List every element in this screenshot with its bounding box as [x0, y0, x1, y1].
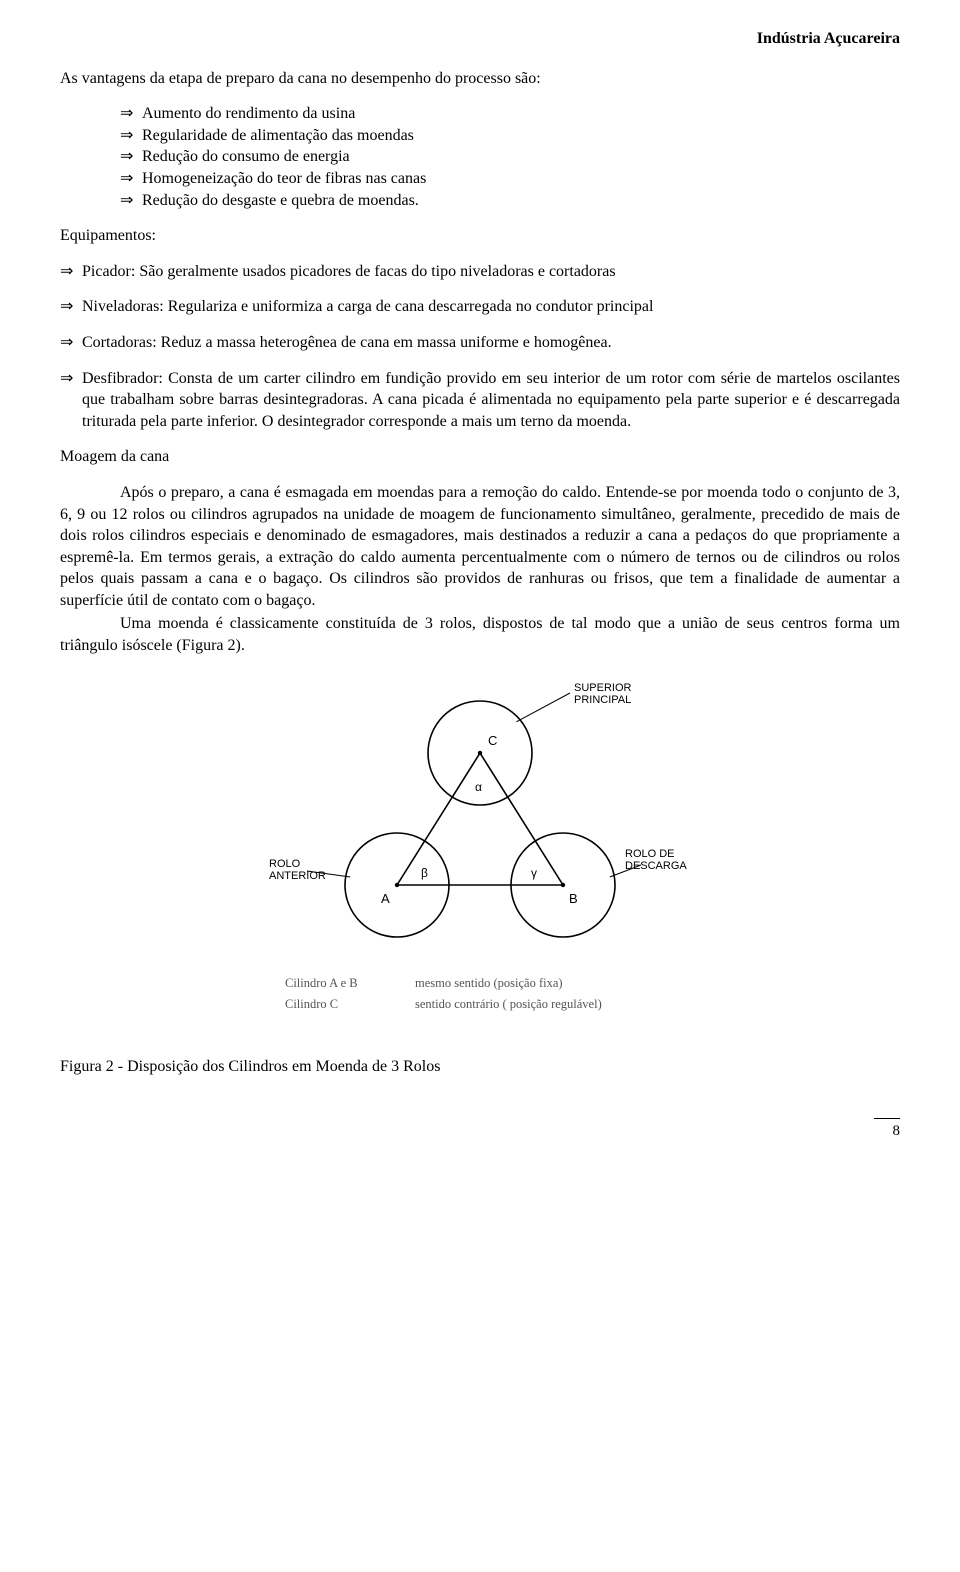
svg-text:PRINCIPAL: PRINCIPAL [574, 694, 631, 706]
list-text: Aumento do rendimento da usina [142, 105, 355, 122]
diagram-caption-table: Cilindro A e B mesmo sentido (posição fi… [60, 975, 900, 1017]
svg-text:C: C [488, 733, 497, 748]
intro-list: ⇒Aumento do rendimento da usina ⇒Regular… [60, 103, 900, 211]
table-row: Cilindro A e B mesmo sentido (posição fi… [285, 975, 675, 992]
page-number: 8 [60, 1121, 900, 1141]
list-item: ⇒Aumento do rendimento da usina [120, 103, 900, 125]
svg-text:γ: γ [531, 866, 537, 880]
caption-c1: Cilindro A e B [285, 975, 415, 992]
diagram-container: C A Bα β γ SUPERIORPRINCIPAL ROLOANTERIOR ROLO … [60, 675, 900, 965]
page-number-bar [60, 1118, 900, 1119]
arrow-icon: ⇒ [120, 168, 142, 190]
list-text: Redução do desgaste e quebra de moendas. [142, 192, 419, 209]
svg-text:A: A [381, 891, 390, 906]
moenda-diagram: C A Bα β γ SUPERIORPRINCIPAL ROLOANTERIOR ROLO … [265, 675, 695, 965]
equip-text: Picador: São geralmente usados picadores… [82, 261, 900, 283]
svg-text:DESCARGA: DESCARGA [625, 860, 687, 872]
arrow-icon: ⇒ [120, 125, 142, 147]
moagem-p2-text: Uma moenda é classicamente constituída d… [60, 615, 900, 654]
arrow-icon: ⇒ [60, 296, 82, 318]
equip-label: Equipamentos: [60, 225, 900, 247]
moagem-title: Moagem da cana [60, 446, 900, 468]
equip-text: Desfibrador: Consta de um carter cilindr… [82, 368, 900, 433]
svg-text:ROLO: ROLO [269, 858, 301, 870]
caption-c2: sentido contrário ( posição regulável) [415, 996, 675, 1013]
equip-item: ⇒Cortadoras: Reduz a massa heterogênea d… [60, 332, 900, 354]
intro-lead: As vantagens da etapa de preparo da cana… [60, 68, 900, 90]
svg-text:β: β [421, 866, 428, 880]
moagem-p1: Após o preparo, a cana é esmagada em moe… [60, 482, 900, 612]
moagem-p2: Uma moenda é classicamente constituída d… [60, 613, 900, 656]
equip-item: ⇒Picador: São geralmente usados picadore… [60, 261, 900, 283]
caption-c2: mesmo sentido (posição fixa) [415, 975, 675, 992]
svg-text:ANTERIOR: ANTERIOR [269, 870, 326, 882]
list-item: ⇒Regularidade de alimentação das moendas [120, 125, 900, 147]
equip-text: Niveladoras: Regulariza e uniformiza a c… [82, 296, 900, 318]
svg-text:B: B [569, 891, 578, 906]
svg-text:SUPERIOR: SUPERIOR [574, 682, 632, 694]
arrow-icon: ⇒ [60, 261, 82, 283]
caption-c1: Cilindro C [285, 996, 415, 1013]
svg-text:ROLO DE: ROLO DE [625, 848, 675, 860]
equip-item: ⇒Niveladoras: Regulariza e uniformiza a … [60, 296, 900, 318]
arrow-icon: ⇒ [60, 368, 82, 433]
moagem-p1-text: Após o preparo, a cana é esmagada em moe… [60, 484, 900, 609]
table-row: Cilindro C sentido contrário ( posição r… [285, 996, 675, 1013]
arrow-icon: ⇒ [60, 332, 82, 354]
list-item: ⇒Redução do consumo de energia [120, 146, 900, 168]
equip-text: Cortadoras: Reduz a massa heterogênea de… [82, 332, 900, 354]
list-text: Redução do consumo de energia [142, 148, 350, 165]
arrow-icon: ⇒ [120, 190, 142, 212]
svg-text:α: α [475, 780, 482, 794]
list-text: Regularidade de alimentação das moendas [142, 127, 414, 144]
arrow-icon: ⇒ [120, 103, 142, 125]
page-header: Indústria Açucareira [60, 28, 900, 50]
list-item: ⇒Homogeneização do teor de fibras nas ca… [120, 168, 900, 190]
equip-item: ⇒Desfibrador: Consta de um carter cilind… [60, 368, 900, 433]
figure-caption: Figura 2 - Disposição dos Cilindros em M… [60, 1056, 900, 1078]
list-item: ⇒Redução do desgaste e quebra de moendas… [120, 190, 900, 212]
list-text: Homogeneização do teor de fibras nas can… [142, 170, 426, 187]
arrow-icon: ⇒ [120, 146, 142, 168]
